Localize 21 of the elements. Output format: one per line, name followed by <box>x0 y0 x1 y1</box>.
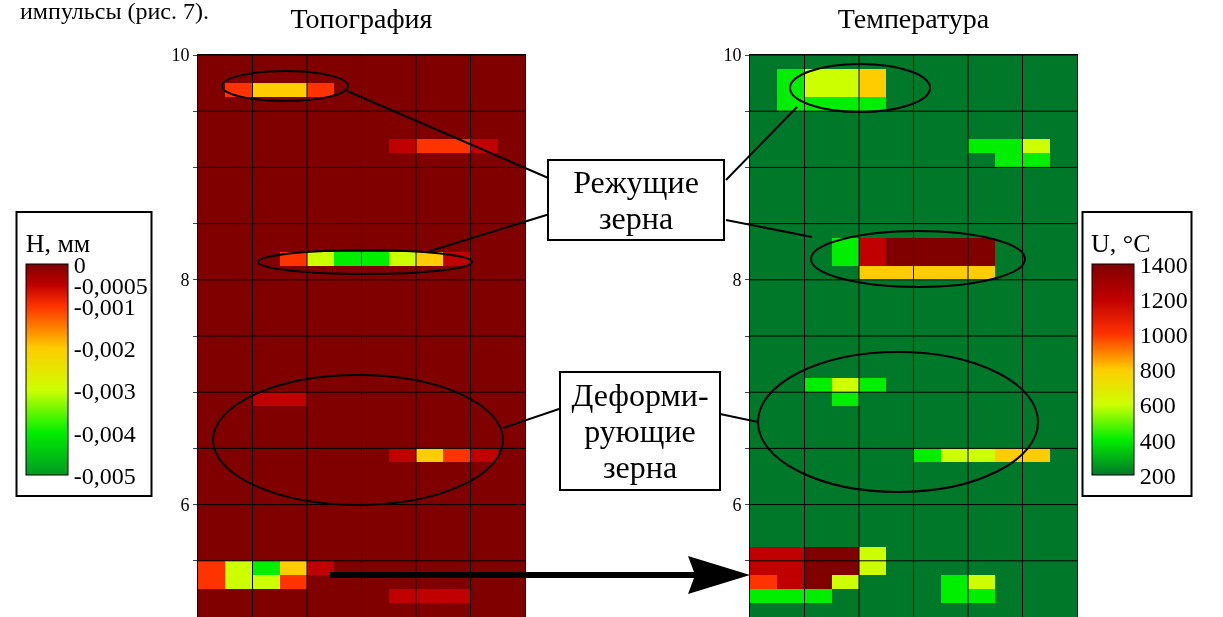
color-bar-label: -0,002 <box>73 336 136 363</box>
color-bar-label: 600 <box>1139 392 1176 419</box>
color-bar-label: 1000 <box>1139 322 1188 349</box>
color-bar-label: 800 <box>1139 357 1176 384</box>
y-tick-label: 8 <box>732 270 742 291</box>
color-bar-label: 400 <box>1139 427 1176 454</box>
color-bar-label: 1200 <box>1139 286 1188 313</box>
color-bar-label: -0,005 <box>73 462 136 489</box>
color-bar-label: 200 <box>1139 462 1176 489</box>
color-bar-label: -0,004 <box>73 420 136 447</box>
y-tick-label: 8 <box>180 270 190 291</box>
text: Режущие зерна <box>573 164 699 236</box>
text: Деформи- рующие зерна <box>571 377 709 485</box>
y-tick-label: 6 <box>732 494 742 515</box>
chart-title: Температура <box>837 2 990 34</box>
y-tick-label: 10 <box>171 45 190 66</box>
y-tick-label: 6 <box>180 494 190 515</box>
y-tick-label: 10 <box>723 45 742 66</box>
chart-title: Топография <box>290 2 433 34</box>
color-bar-label: -0,003 <box>73 378 136 405</box>
text: импульсы (рис. 7). <box>20 0 209 25</box>
